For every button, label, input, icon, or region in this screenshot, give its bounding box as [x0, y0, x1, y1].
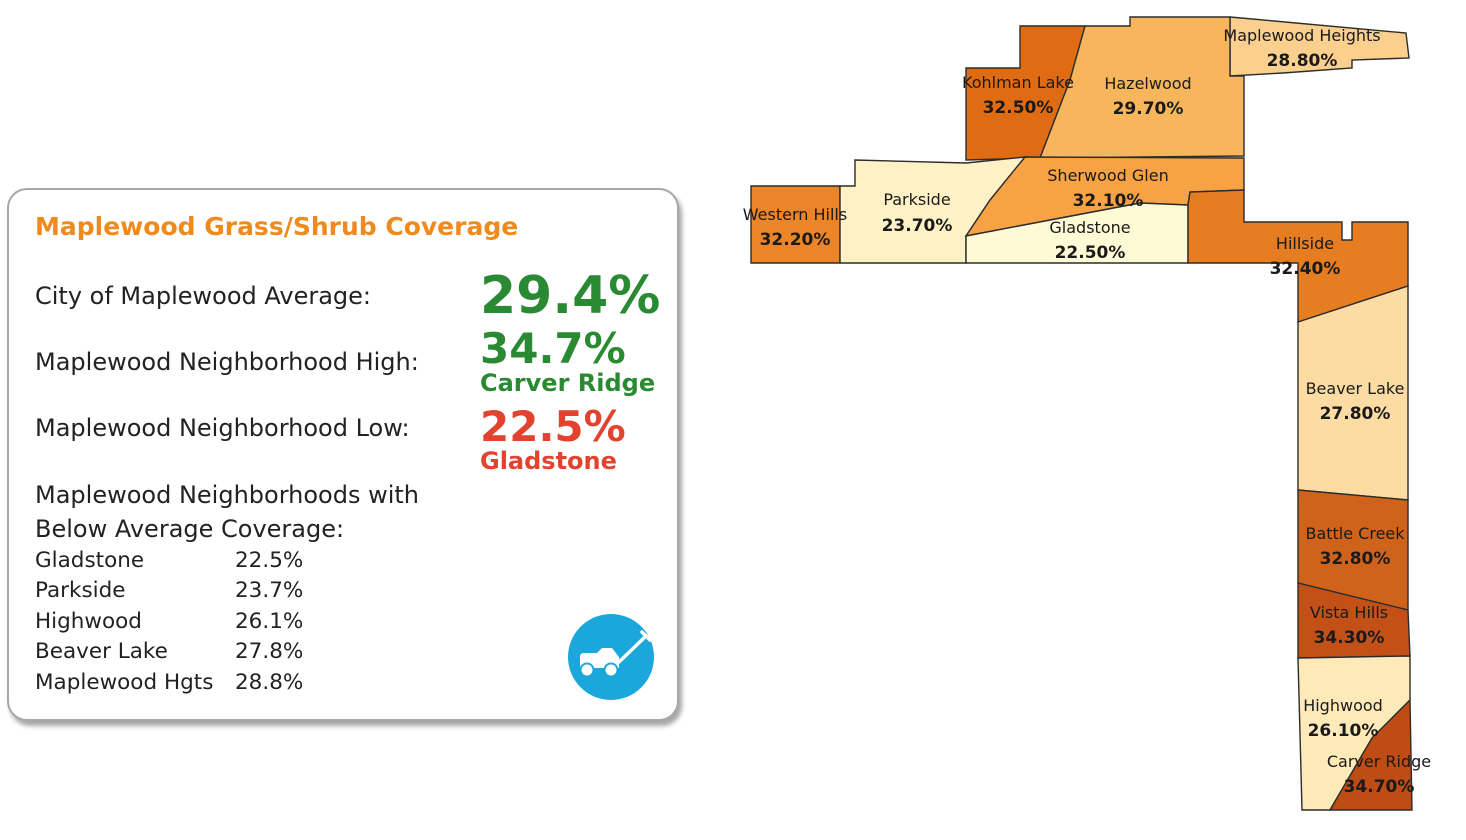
label-kohlman-lake: Kohlman Lake: [962, 73, 1074, 92]
high-label: Maplewood Neighborhood High:: [35, 348, 419, 376]
label-carver-ridge: Carver Ridge: [1327, 752, 1431, 771]
low-value: 22.5%: [480, 402, 626, 451]
list-item-name: Beaver Lake: [35, 639, 168, 665]
list-item-value: 23.7%: [235, 578, 304, 604]
low-label: Maplewood Neighborhood Low:: [35, 414, 410, 442]
label-sherwood-glen: Sherwood Glen: [1047, 166, 1168, 185]
list-item-value: 27.8%: [235, 639, 304, 665]
value-sherwood-glen: 32.10%: [1073, 191, 1144, 211]
below-average-heading-line1: Maplewood Neighborhoods with: [35, 481, 419, 509]
label-highwood: Highwood: [1303, 696, 1383, 715]
high-neighborhood: Carver Ridge: [480, 369, 656, 397]
label-western-hills: Western Hills: [743, 205, 847, 224]
value-vista-hills: 34.30%: [1314, 628, 1385, 648]
list-item-value: 28.8%: [235, 669, 304, 695]
label-battle-creek: Battle Creek: [1305, 524, 1405, 543]
list-item-name: Gladstone: [35, 548, 145, 573]
list-item-name: Maplewood Hgts: [35, 669, 214, 695]
panel-title: Maplewood Grass/Shrub Coverage: [35, 212, 519, 241]
value-battle-creek: 32.80%: [1320, 549, 1391, 569]
region-hillside[interactable]: [1187, 189, 1409, 323]
label-gladstone: Gladstone: [1049, 218, 1130, 237]
below-average-heading-line2: Below Average Coverage:: [35, 515, 345, 543]
region-carver-ridge[interactable]: [1328, 698, 1413, 811]
average-value: 29.4%: [480, 266, 661, 326]
average-label: City of Maplewood Average:: [35, 282, 372, 310]
value-highwood: 26.10%: [1308, 721, 1379, 741]
value-kohlman-lake: 32.50%: [983, 98, 1054, 118]
label-hazelwood: Hazelwood: [1104, 74, 1191, 93]
list-item-value: 26.1%: [235, 608, 304, 634]
value-carver-ridge: 34.70%: [1344, 777, 1415, 797]
high-value: 34.7%: [480, 324, 626, 373]
list-item-name: Parkside: [35, 578, 126, 604]
label-maplewood-heights: Maplewood Heights: [1223, 26, 1380, 45]
value-hillside: 32.40%: [1270, 259, 1341, 279]
value-beaver-lake: 27.80%: [1320, 404, 1391, 424]
label-parkside: Parkside: [883, 190, 950, 209]
value-parkside: 23.70%: [882, 216, 953, 236]
list-item-name: Highwood: [35, 608, 142, 634]
region-western-hills[interactable]: [750, 185, 841, 264]
value-western-hills: 32.20%: [760, 230, 831, 250]
value-maplewood-heights: 28.80%: [1267, 51, 1338, 71]
region-hazelwood[interactable]: [1038, 16, 1245, 159]
map-labels: Maplewood Heights 28.80% Kohlman Lake 32…: [743, 26, 1431, 797]
list-item-value: 22.5%: [235, 548, 304, 573]
low-neighborhood: Gladstone: [480, 447, 617, 475]
value-hazelwood: 29.70%: [1113, 99, 1184, 119]
label-beaver-lake: Beaver Lake: [1306, 379, 1405, 398]
label-vista-hills: Vista Hills: [1310, 603, 1388, 622]
lawn-mower-icon: [568, 614, 654, 700]
value-gladstone: 22.50%: [1055, 243, 1126, 263]
label-hillside: Hillside: [1276, 234, 1334, 253]
coverage-summary-panel: Maplewood Grass/Shrub Coverage City of M…: [7, 188, 679, 721]
